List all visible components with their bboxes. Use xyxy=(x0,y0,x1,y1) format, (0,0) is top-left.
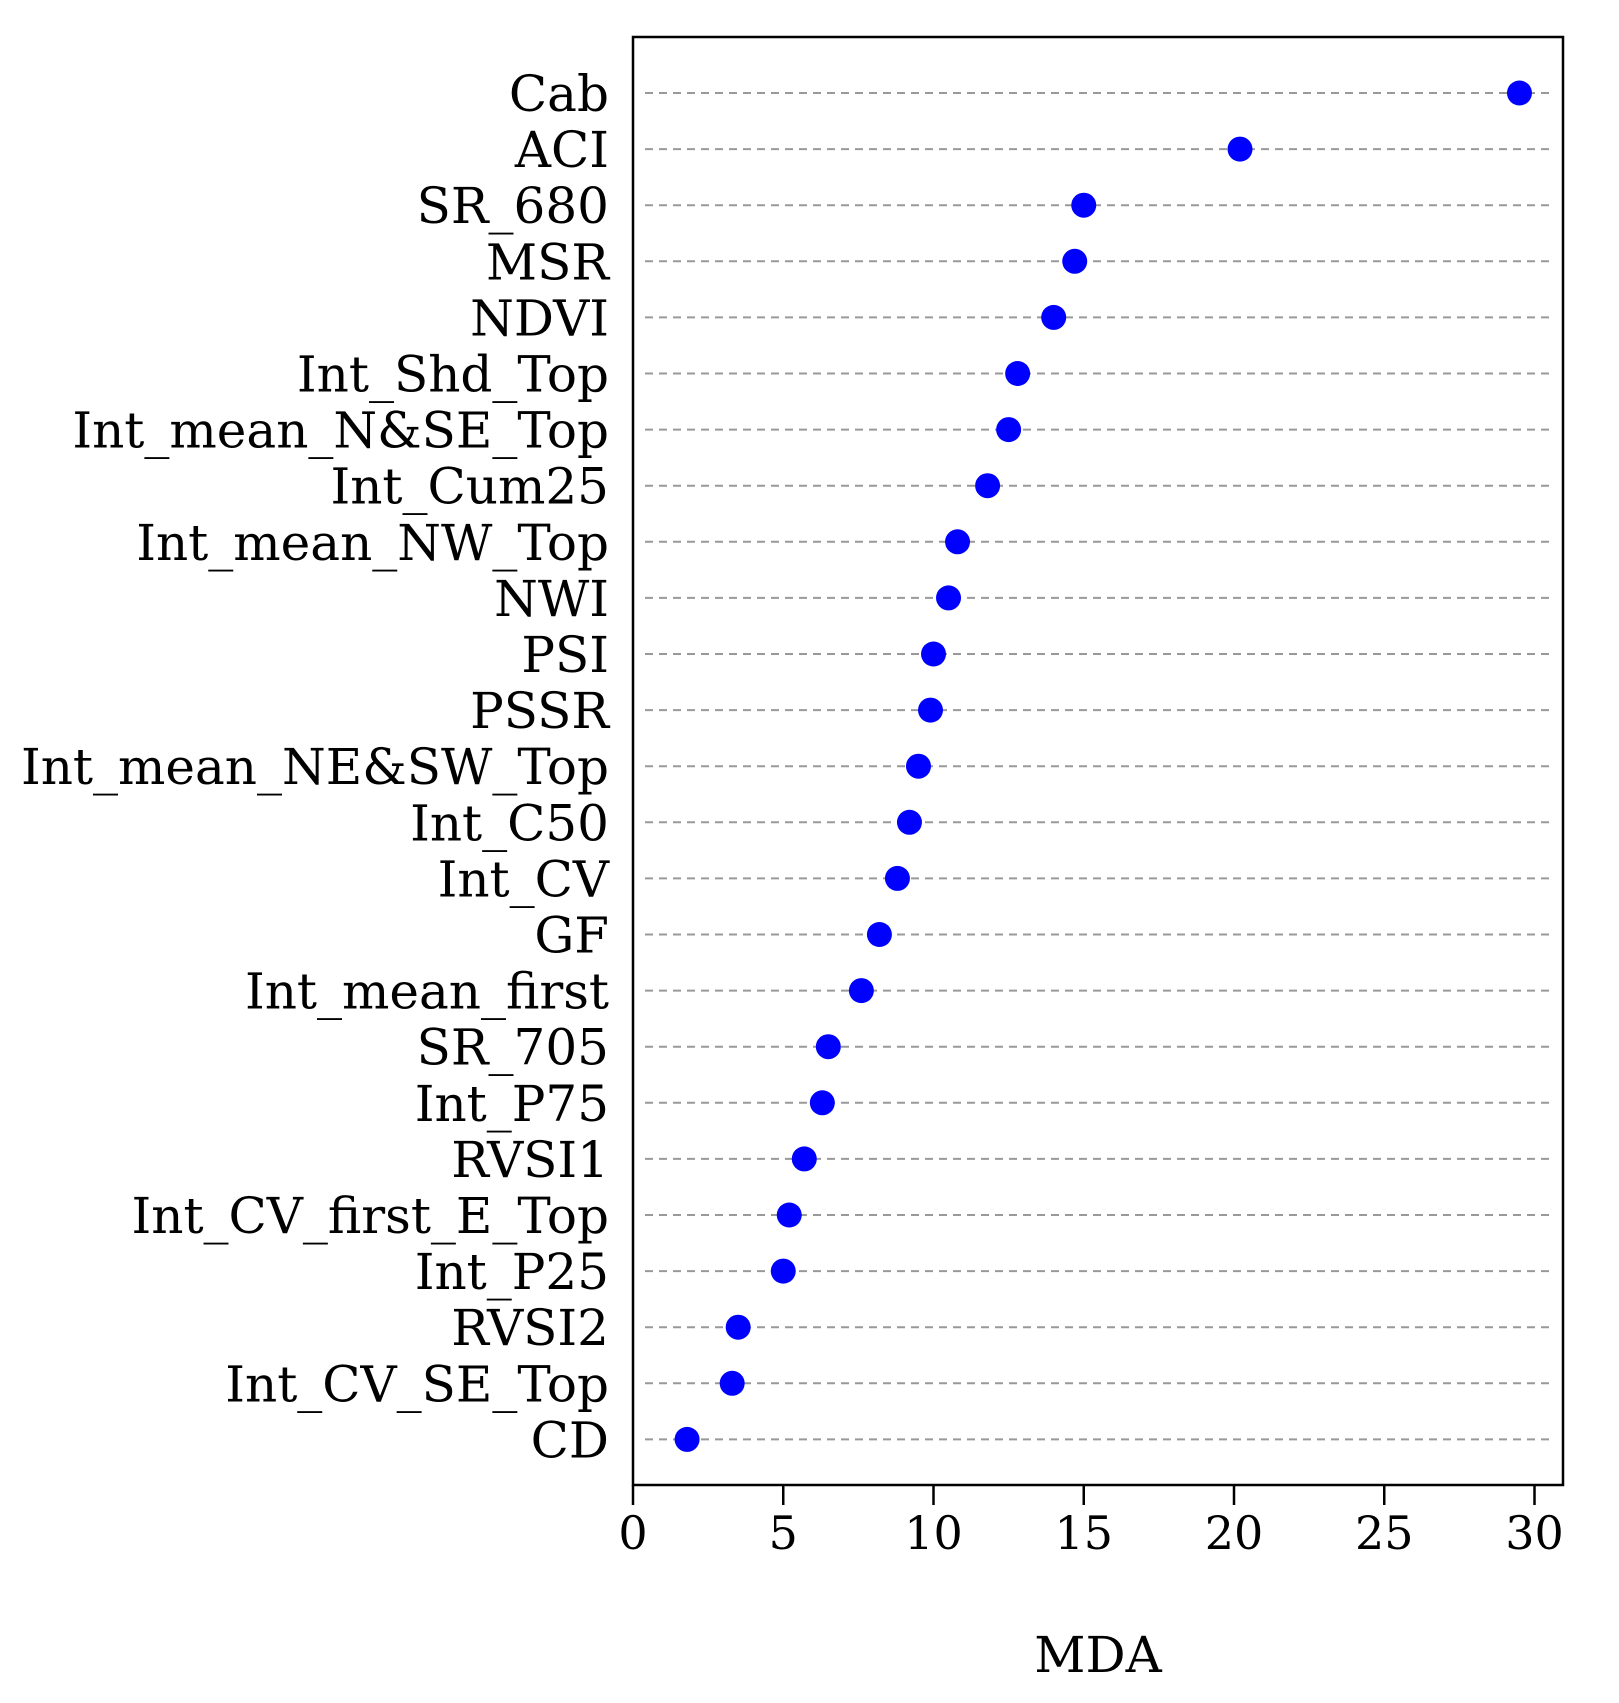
data-point xyxy=(1005,361,1031,386)
data-point xyxy=(866,922,892,947)
gridlines xyxy=(645,92,1555,1441)
data-point xyxy=(896,809,922,835)
y-tick-label: SR_705 xyxy=(417,1019,609,1077)
data-point xyxy=(1071,192,1097,218)
data-point xyxy=(975,473,1001,499)
data-point xyxy=(809,1090,835,1116)
y-tick-label: Int_P25 xyxy=(415,1243,609,1301)
data-point xyxy=(921,641,946,667)
data-point xyxy=(884,865,910,891)
y-tick-label: Int_mean_NW_Top xyxy=(136,514,609,572)
y-tick-label: Int_CV xyxy=(438,850,610,908)
y-tick-label: ACI xyxy=(514,121,609,179)
data-point xyxy=(945,529,971,555)
x-tick-label: 25 xyxy=(1355,1506,1414,1560)
x-axis: 0 5 10 15 20 25 30 xyxy=(618,1485,1564,1560)
data-point xyxy=(725,1314,751,1340)
y-tick-label: NWI xyxy=(494,570,609,628)
y-tick-label: Int_Cum25 xyxy=(330,458,609,516)
y-tick-label: Int_CV_SE_Top xyxy=(225,1355,609,1413)
x-tick-label: 15 xyxy=(1054,1506,1113,1560)
data-point xyxy=(1062,248,1088,274)
data-point xyxy=(936,585,962,611)
y-tick-label: NDVI xyxy=(470,289,609,347)
y-tick-label: Cab xyxy=(509,65,609,123)
y-tick-label: Int_C50 xyxy=(410,794,609,852)
x-tick-label: 0 xyxy=(618,1506,647,1560)
data-point xyxy=(848,978,874,1004)
data-point xyxy=(1506,80,1532,106)
data-point xyxy=(719,1370,745,1396)
data-point xyxy=(674,1426,700,1452)
data-points xyxy=(674,80,1532,1452)
data-point xyxy=(770,1258,796,1284)
data-point xyxy=(917,697,943,723)
y-tick-label: Int_mean_NE&SW_Top xyxy=(21,738,609,796)
y-axis-labels: CabACISR_680MSRNDVIInt_Shd_TopInt_mean_N… xyxy=(21,65,610,1469)
x-tick-label: 5 xyxy=(769,1506,798,1560)
data-point xyxy=(791,1146,817,1172)
x-tick-label: 30 xyxy=(1505,1506,1564,1560)
y-tick-label: SR_680 xyxy=(417,177,609,235)
y-tick-label: Int_CV_first_E_Top xyxy=(132,1187,610,1245)
x-axis-title: MDA xyxy=(1034,1626,1162,1684)
plot-frame xyxy=(631,35,1565,1487)
data-point xyxy=(1227,136,1253,162)
data-point xyxy=(905,753,931,779)
y-tick-label: RVSI2 xyxy=(451,1299,609,1357)
data-point xyxy=(996,417,1022,443)
y-tick-label: Int_P75 xyxy=(415,1075,609,1133)
y-tick-label: PSSR xyxy=(470,682,610,740)
y-tick-label: RVSI1 xyxy=(451,1131,609,1189)
x-tick-label: 10 xyxy=(904,1506,963,1560)
data-point xyxy=(815,1034,841,1060)
y-tick-label: PSI xyxy=(521,626,609,684)
y-tick-label: Int_mean_N&SE_Top xyxy=(72,402,609,460)
y-tick-label: CD xyxy=(531,1411,609,1469)
y-tick-label: Int_mean_first xyxy=(245,963,609,1021)
y-tick-label: MSR xyxy=(486,233,610,291)
data-point xyxy=(1041,304,1067,330)
y-tick-label: GF xyxy=(534,907,609,965)
x-tick-label: 20 xyxy=(1205,1506,1264,1560)
data-point xyxy=(776,1202,802,1228)
y-tick-label: Int_Shd_Top xyxy=(297,346,609,404)
